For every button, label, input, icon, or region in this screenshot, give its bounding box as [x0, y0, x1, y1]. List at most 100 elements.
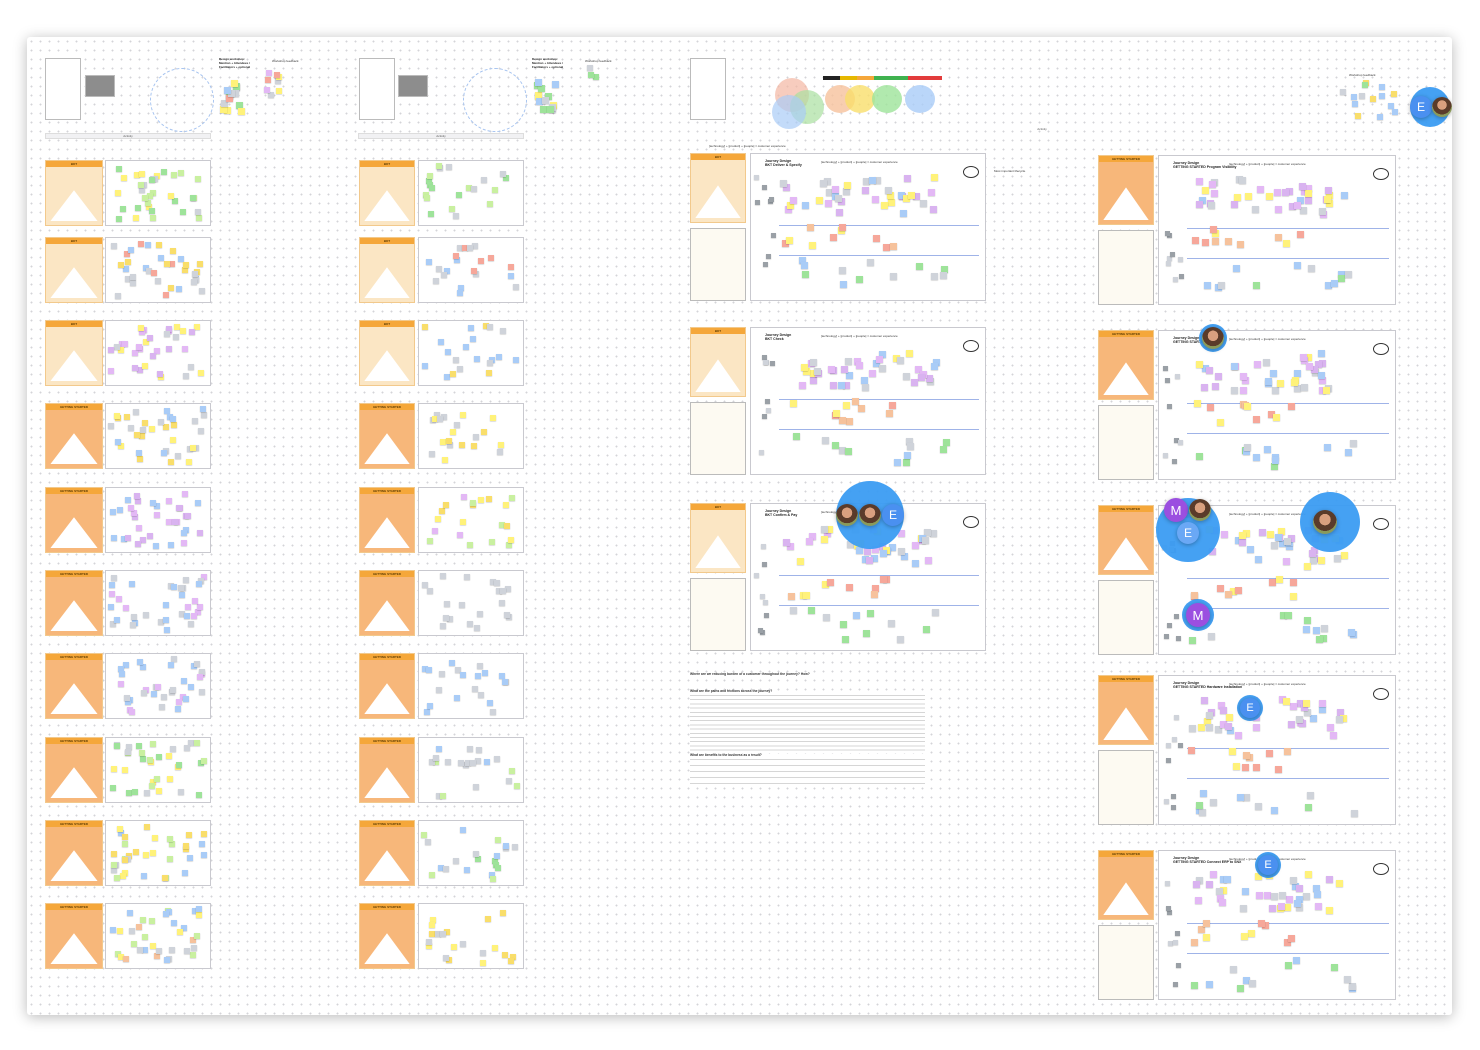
sticky-note[interactable] — [871, 546, 879, 554]
sticky-note[interactable] — [267, 91, 274, 98]
sticky-note[interactable] — [184, 947, 191, 954]
sticky-note[interactable] — [127, 504, 134, 511]
sticky-note[interactable] — [763, 599, 769, 605]
sticky-note[interactable] — [832, 186, 840, 194]
sticky-note[interactable] — [1300, 353, 1308, 361]
sticky-note[interactable] — [192, 270, 199, 277]
sticky-note[interactable] — [824, 530, 832, 538]
sticky-note[interactable] — [120, 536, 127, 543]
sticky-note[interactable] — [477, 691, 484, 698]
sticky-note[interactable] — [865, 557, 873, 565]
sticky-note[interactable] — [507, 264, 514, 271]
sticky-note[interactable] — [479, 959, 486, 966]
sticky-note[interactable] — [871, 554, 879, 562]
sticky-note[interactable] — [512, 283, 519, 290]
sticky-note[interactable] — [127, 424, 134, 431]
sticky-note[interactable] — [167, 776, 174, 783]
sticky-note[interactable] — [470, 268, 477, 275]
process-step[interactable] — [891, 76, 908, 80]
sticky-note[interactable] — [140, 426, 147, 433]
sticky-note[interactable] — [118, 953, 125, 960]
sticky-note[interactable] — [839, 266, 847, 274]
sticky-note[interactable] — [113, 617, 120, 624]
sticky-note[interactable] — [131, 613, 138, 620]
sticky-note[interactable] — [499, 672, 506, 679]
sticky-note[interactable] — [1315, 902, 1323, 910]
sticky-note[interactable] — [1242, 794, 1250, 802]
sticky-note[interactable] — [512, 844, 519, 851]
process-step[interactable] — [840, 76, 857, 80]
sticky-note[interactable] — [167, 542, 174, 549]
sticky-note[interactable] — [939, 272, 947, 280]
sticky-note[interactable] — [178, 591, 185, 598]
sticky-note[interactable] — [880, 549, 888, 557]
sticky-note[interactable] — [173, 333, 180, 340]
sticky-note[interactable] — [266, 69, 273, 76]
sticky-note[interactable] — [1283, 537, 1291, 545]
sticky-note[interactable] — [502, 952, 509, 959]
sticky-note[interactable] — [1325, 875, 1333, 883]
sticky-note[interactable] — [169, 946, 176, 953]
sticky-note[interactable] — [133, 432, 140, 439]
sticky-note[interactable] — [1307, 792, 1315, 800]
sticky-note[interactable] — [169, 686, 176, 693]
sticky-note[interactable] — [139, 750, 146, 757]
sticky-note[interactable] — [489, 414, 496, 421]
sticky-note[interactable] — [1354, 113, 1361, 120]
sticky-note[interactable] — [507, 273, 514, 280]
sticky-note[interactable] — [1284, 961, 1292, 969]
activity-board[interactable] — [105, 403, 211, 469]
sticky-note[interactable] — [475, 747, 482, 754]
sticky-note[interactable] — [185, 512, 192, 519]
sticky-note[interactable] — [460, 412, 467, 419]
sticky-note[interactable] — [931, 273, 939, 281]
sticky-note[interactable] — [449, 370, 456, 377]
sticky-note[interactable] — [1270, 370, 1278, 378]
sticky-note[interactable] — [167, 583, 174, 590]
sticky-note[interactable] — [1304, 353, 1312, 361]
sticky-note[interactable] — [1387, 102, 1394, 109]
sticky-note[interactable] — [858, 405, 866, 413]
sticky-note[interactable] — [1241, 933, 1249, 941]
sticky-note[interactable] — [123, 414, 130, 421]
sticky-note[interactable] — [115, 438, 122, 445]
sticky-note[interactable] — [1207, 202, 1215, 210]
sticky-note[interactable] — [1191, 981, 1199, 989]
sticky-note[interactable] — [440, 439, 447, 446]
sticky-note[interactable] — [500, 328, 507, 335]
sticky-note[interactable] — [196, 215, 203, 222]
sticky-note[interactable] — [134, 205, 141, 212]
sticky-note[interactable] — [438, 338, 445, 345]
sticky-note[interactable] — [758, 627, 764, 633]
sticky-note[interactable] — [1319, 699, 1327, 707]
sticky-note[interactable] — [141, 194, 148, 201]
sticky-note[interactable] — [494, 836, 501, 843]
sticky-note[interactable] — [844, 447, 852, 455]
sticky-note[interactable] — [1195, 200, 1203, 208]
sticky-note[interactable] — [168, 841, 175, 848]
sticky-note[interactable] — [167, 855, 174, 862]
sticky-note[interactable] — [1351, 810, 1359, 818]
sticky-note[interactable] — [165, 346, 172, 353]
sticky-note[interactable] — [201, 412, 208, 419]
sticky-note[interactable] — [1280, 612, 1288, 620]
sticky-note[interactable] — [124, 258, 131, 265]
sticky-note[interactable] — [131, 514, 138, 521]
sticky-note[interactable] — [823, 614, 831, 622]
sticky-note[interactable] — [1326, 724, 1334, 732]
sticky-note[interactable] — [1287, 721, 1295, 729]
sticky-note[interactable] — [142, 265, 149, 272]
sticky-note[interactable] — [1166, 255, 1172, 261]
sticky-note[interactable] — [128, 709, 135, 716]
sticky-note[interactable] — [493, 853, 500, 860]
sticky-note[interactable] — [1206, 404, 1214, 412]
sticky-note[interactable] — [1200, 384, 1208, 392]
sticky-note[interactable] — [132, 349, 139, 356]
sticky-note[interactable] — [472, 850, 479, 857]
sticky-note[interactable] — [150, 690, 157, 697]
sticky-note[interactable] — [149, 740, 156, 747]
sticky-note[interactable] — [121, 857, 128, 864]
sticky-note[interactable] — [196, 581, 203, 588]
sticky-note[interactable] — [474, 355, 481, 362]
sticky-note[interactable] — [766, 408, 772, 414]
